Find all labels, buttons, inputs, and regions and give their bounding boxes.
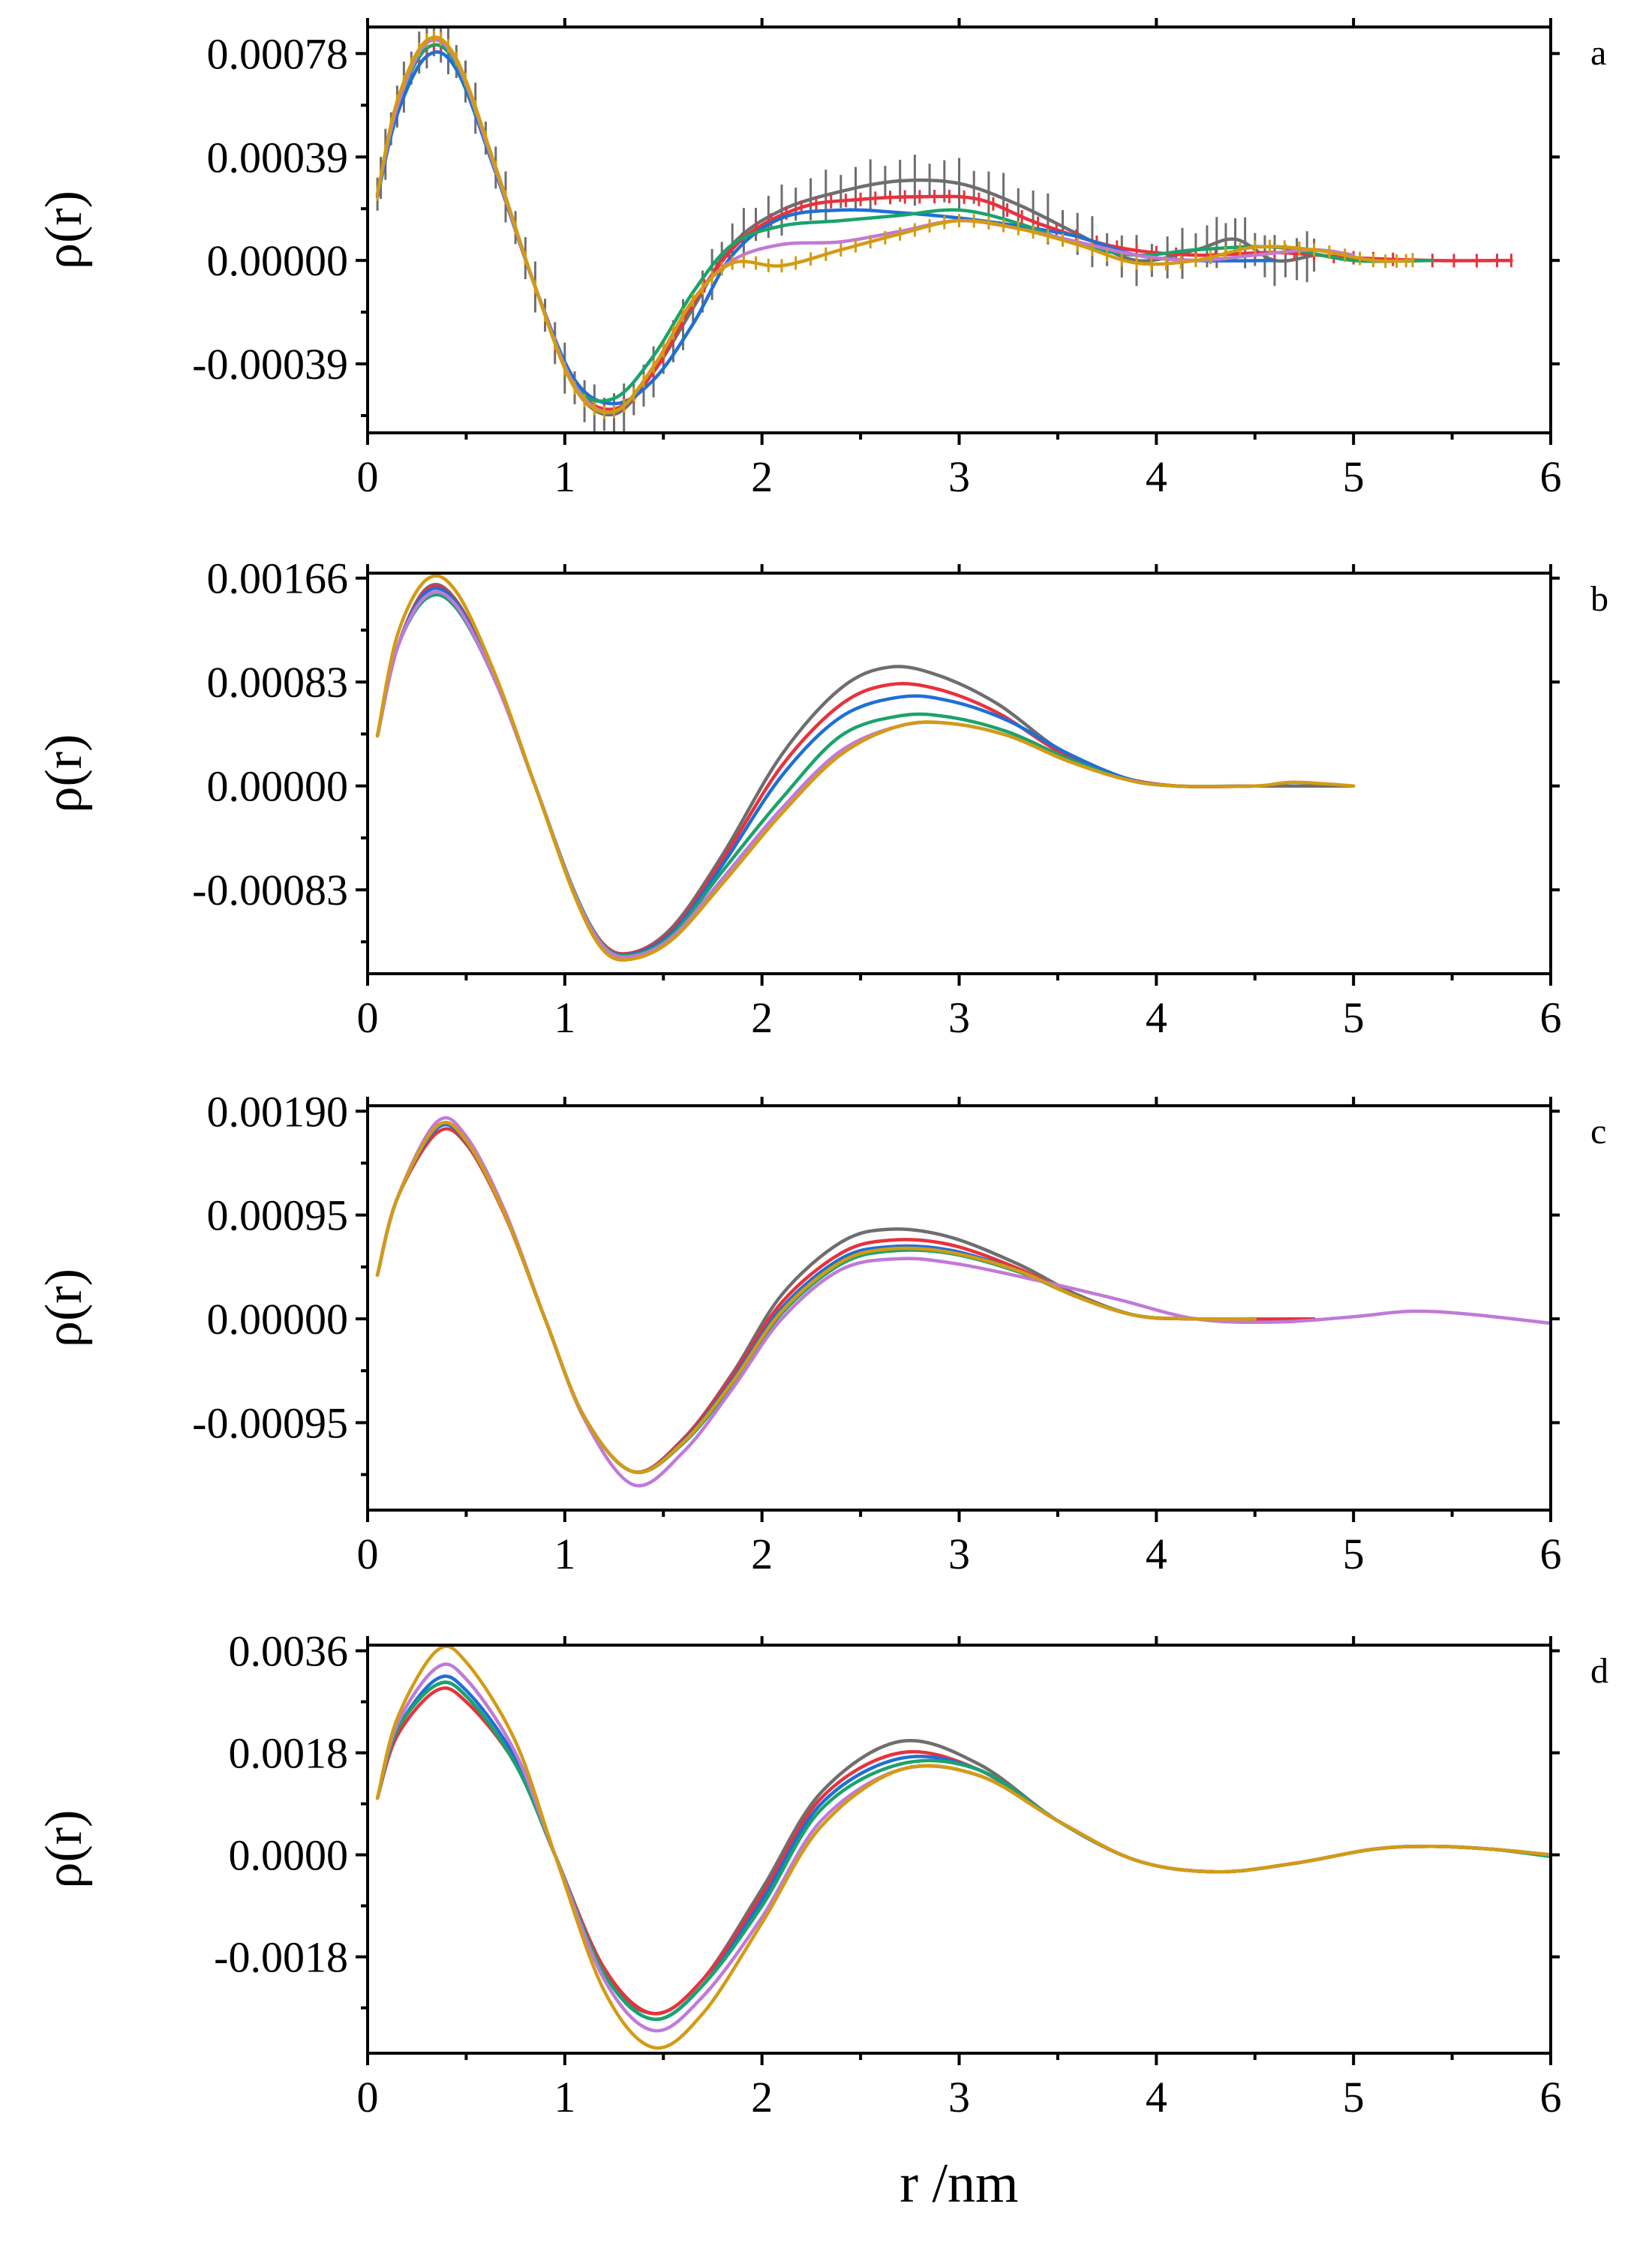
- y-axis-label: ρ(r): [35, 734, 93, 813]
- x-tick-label: 4: [1146, 1530, 1167, 1578]
- y-tick-label: 0.0000: [229, 1831, 349, 1880]
- plot-frame: [366, 26, 1552, 434]
- panel-label: d: [1590, 1651, 1608, 1691]
- x-tick-label: 0: [357, 2073, 379, 2121]
- series-group: [375, 1645, 1551, 2050]
- series-line-gray: [375, 38, 1316, 417]
- series-group: [375, 1115, 1551, 1488]
- y-tick-label: 0.00039: [207, 133, 349, 182]
- series-group: [375, 27, 1513, 433]
- y-tick-label: 0.00078: [207, 29, 349, 78]
- x-tick-label: 1: [554, 452, 575, 501]
- series-line-blue: [375, 50, 1277, 406]
- x-tick-label: 2: [751, 452, 773, 501]
- y-axis-label: ρ(r): [35, 191, 93, 269]
- panel-d: 0 1 2 3 4 5 6 0.0036 0.0018 0.0000 -0.0018 ρ(r) d r /…: [35, 1627, 1608, 2214]
- x-tick-label: 4: [1146, 993, 1167, 1042]
- x-tick-label: 6: [1540, 452, 1562, 501]
- y-tick-label: 0.00166: [207, 554, 349, 603]
- error-bars-orange: [376, 30, 1414, 419]
- series-line-orange: [375, 35, 1415, 415]
- x-tick-label: 6: [1540, 2073, 1562, 2121]
- error-bars-gray: [376, 27, 1316, 433]
- panel-a: 0 1 2 3 4 5 6 0.00078 0.00039 0.00000 -0.00039 ρ(r)…: [35, 18, 1606, 501]
- plot-frame: [366, 572, 1552, 975]
- x-tick-label: 4: [1146, 452, 1167, 501]
- x-tick-label: 1: [554, 993, 575, 1042]
- y-axis-label: ρ(r): [35, 1810, 93, 1889]
- y-tick-label: 0.00095: [207, 1191, 349, 1240]
- plot-frame: [366, 1104, 1552, 1512]
- panel-label: a: [1590, 33, 1606, 73]
- x-tick-label: 3: [948, 993, 970, 1042]
- y-tick-label: 0.0036: [229, 1627, 349, 1676]
- x-axis-label: r /nm: [900, 2153, 1018, 2214]
- series-line-gray: [375, 583, 1356, 956]
- panel-label: b: [1590, 579, 1608, 619]
- x-tick-label: 0: [357, 1530, 379, 1578]
- panel-label: c: [1590, 1112, 1606, 1152]
- panel-b: 0 1 2 3 4 5 6 0.00166 0.00083 0.00000 -0.00083 ρ(r)…: [35, 554, 1608, 1042]
- y-tick-label: -0.00083: [192, 866, 348, 914]
- x-tick-label: 2: [751, 993, 773, 1042]
- series-line-green: [375, 1121, 1257, 1475]
- series-line-green: [375, 43, 1434, 404]
- series-line-orange: [375, 1645, 1551, 2050]
- y-tick-label: 0.00000: [207, 762, 349, 811]
- x-tick-label: 1: [554, 2073, 575, 2121]
- panel-c: 0 1 2 3 4 5 6 0.00190 0.00095 0.00000 -0.00095 ρ(r)…: [35, 1087, 1606, 1578]
- x-tick-label: 3: [948, 1530, 970, 1578]
- x-tick-label: 3: [948, 2073, 970, 2121]
- y-tick-label: 0.00083: [207, 658, 349, 707]
- x-tick-label: 5: [1343, 1530, 1365, 1578]
- series-group: [375, 574, 1356, 962]
- series-line-orange: [375, 574, 1356, 962]
- series-line-orange: [375, 1121, 1257, 1475]
- x-tick-label: 2: [751, 1530, 773, 1578]
- y-tick-label: 0.00190: [207, 1087, 349, 1136]
- x-tick-label: 4: [1146, 2073, 1167, 2121]
- x-tick-label: 5: [1343, 993, 1365, 1042]
- y-tick-label: -0.00039: [192, 340, 348, 389]
- series-line-purple: [375, 1115, 1551, 1488]
- y-tick-label: 0.00000: [207, 1295, 349, 1344]
- series-line-red: [375, 1127, 1316, 1474]
- x-tick-label: 5: [1343, 452, 1365, 501]
- y-tick-label: -0.0018: [214, 1933, 348, 1982]
- y-tick-label: -0.00095: [192, 1398, 348, 1447]
- series-line-blue: [375, 1123, 1257, 1474]
- x-tick-label: 6: [1540, 993, 1562, 1042]
- x-tick-label: 1: [554, 1530, 575, 1578]
- x-tick-label: 0: [357, 452, 379, 501]
- y-tick-label: 0.00000: [207, 236, 349, 285]
- x-tick-label: 6: [1540, 1530, 1562, 1578]
- x-tick-label: 2: [751, 2073, 773, 2121]
- y-axis-label: ρ(r): [35, 1269, 93, 1347]
- series-line-gray: [375, 1122, 1257, 1474]
- x-tick-label: 5: [1343, 2073, 1365, 2121]
- y-tick-label: 0.0018: [229, 1729, 349, 1778]
- x-tick-label: 3: [948, 452, 970, 501]
- x-tick-label: 0: [357, 993, 379, 1042]
